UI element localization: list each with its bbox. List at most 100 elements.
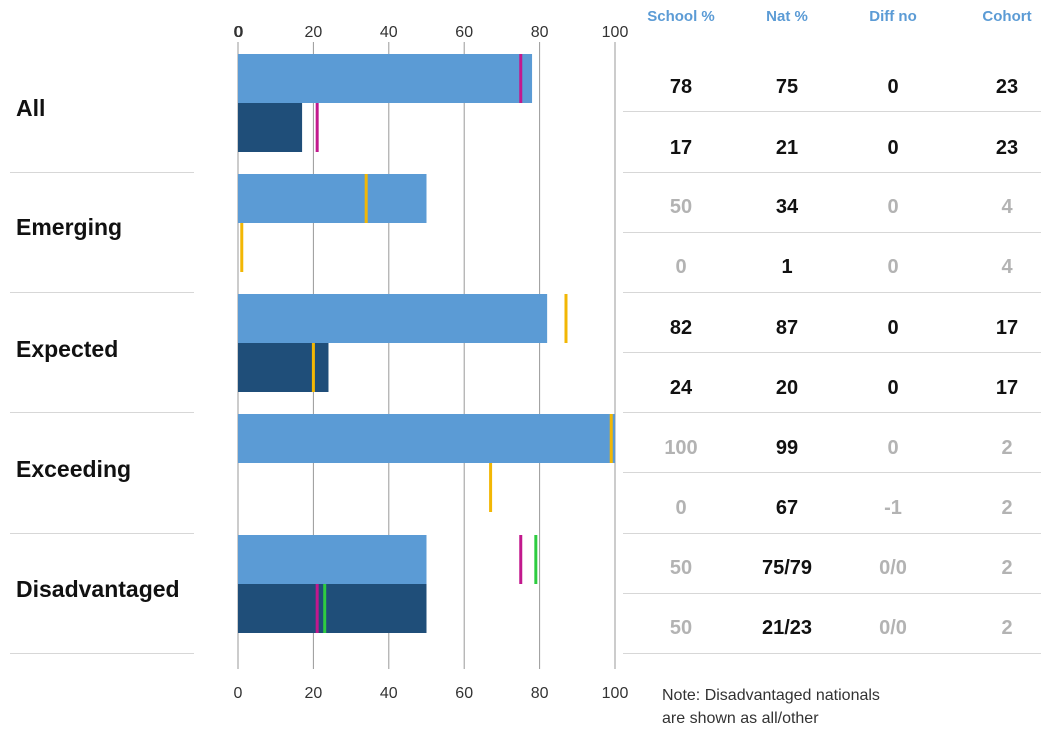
bar-school-all — [238, 294, 548, 343]
national-marker — [311, 343, 315, 392]
table-cell: 24 — [669, 377, 693, 399]
table-cell: 2 — [1001, 557, 1013, 579]
table-cell: 17 — [669, 137, 693, 159]
table-cell: 0 — [887, 317, 899, 339]
x-tick-label-bottom: 20 — [305, 685, 323, 702]
table-cell: 82 — [669, 317, 693, 339]
footnote-line-2: are shown as all/other — [662, 710, 819, 727]
bar-school-all — [238, 54, 533, 103]
table-header-cohort: Cohort — [982, 8, 1032, 25]
row-label-exceeding: Exceeding — [16, 456, 132, 482]
x-tick-label-top: 100 — [602, 24, 629, 41]
table-cell: 50 — [669, 557, 693, 579]
table-cell: 78 — [669, 76, 693, 98]
table-cell: -1 — [884, 497, 902, 519]
x-tick-label-top: 0 — [234, 24, 243, 41]
x-tick-label-top: 20 — [305, 24, 323, 41]
national-marker — [240, 223, 244, 272]
row-separator — [10, 533, 194, 534]
x-tick-label-top: 40 — [380, 24, 398, 41]
table-cell: 50 — [669, 196, 693, 218]
national-marker — [364, 174, 368, 223]
table-cell: 0/0 — [879, 617, 907, 639]
national-marker — [315, 584, 319, 633]
table-row-separator — [623, 232, 1041, 233]
table-cell: 2 — [1001, 617, 1013, 639]
table-row-separator — [623, 111, 1041, 112]
row-separator — [10, 292, 194, 293]
row-label-emerging: Emerging — [16, 214, 123, 240]
bar-school-other — [238, 343, 329, 392]
table-row-separator — [623, 352, 1041, 353]
table-row-separator — [623, 472, 1041, 473]
table-cell: 4 — [1001, 196, 1013, 218]
x-tick-label-bottom: 60 — [455, 685, 473, 702]
table-cell: 0 — [887, 137, 899, 159]
table-cell: 75/79 — [761, 557, 813, 579]
table-row-separator — [623, 533, 1041, 534]
table-row-separator — [623, 593, 1041, 594]
table-cell: 21 — [775, 137, 799, 159]
table-header-national: Nat % — [766, 8, 808, 25]
table-cell: 0 — [887, 196, 899, 218]
table-cell: 17 — [995, 377, 1019, 399]
table-row-separator — [623, 172, 1041, 173]
x-tick-label-top: 0 — [235, 24, 244, 41]
row-label-all: All — [16, 95, 46, 121]
table-cell: 0 — [887, 437, 899, 459]
row-label-expected: Expected — [16, 336, 119, 362]
table-header-school: School % — [647, 8, 715, 25]
x-tick-label-top: 80 — [531, 24, 549, 41]
bar-school-other — [238, 584, 427, 633]
national-marker — [609, 414, 613, 463]
bar-school-all — [238, 414, 615, 463]
national-marker — [534, 535, 538, 584]
table-cell: 1 — [781, 256, 793, 278]
x-tick-label-bottom: 80 — [531, 685, 549, 702]
national-marker — [564, 294, 568, 343]
national-marker — [323, 584, 327, 633]
row-separator — [10, 412, 194, 413]
table-cell: 2 — [1001, 497, 1013, 519]
table-cell: 0 — [887, 76, 899, 98]
table-cell: 75 — [775, 76, 799, 98]
bar-school-other — [238, 103, 303, 152]
table-cell: 50 — [669, 617, 693, 639]
table-cell: 87 — [775, 317, 799, 339]
table-cell: 17 — [995, 317, 1019, 339]
table-cell: 23 — [995, 137, 1019, 159]
table-cell: 21/23 — [761, 617, 813, 639]
table-cell: 23 — [995, 76, 1019, 98]
row-label-disadvantaged: Disadvantaged — [16, 576, 180, 602]
x-tick-label-top: 60 — [455, 24, 473, 41]
table-cell: 100 — [664, 437, 698, 459]
table-cell: 4 — [1001, 256, 1013, 278]
bar-school-all — [238, 535, 427, 584]
row-separator — [10, 653, 194, 654]
national-marker — [519, 54, 523, 103]
table-header-diff: Diff no — [869, 8, 917, 25]
table-cell: 67 — [775, 497, 799, 519]
table-row-separator — [623, 653, 1041, 654]
footnote-line-1: Note: Disadvantaged nationals — [662, 687, 880, 704]
footnote: Note: Disadvantaged nationals are shown … — [662, 684, 992, 730]
x-tick-label-bottom: 0 — [234, 685, 243, 702]
bar-school-all — [238, 174, 427, 223]
national-marker — [519, 535, 523, 584]
national-marker — [315, 103, 319, 152]
table-cell: 0 — [887, 377, 899, 399]
table-cell: 20 — [775, 377, 799, 399]
table-row-separator — [623, 412, 1041, 413]
table-cell: 2 — [1001, 437, 1013, 459]
table-cell: 0 — [675, 497, 687, 519]
national-marker — [489, 463, 493, 512]
row-separator — [10, 172, 194, 173]
table-cell: 0 — [887, 256, 899, 278]
table-cell: 0/0 — [879, 557, 907, 579]
table-cell: 34 — [775, 196, 799, 218]
table-cell: 99 — [775, 437, 799, 459]
x-tick-label-bottom: 100 — [602, 685, 629, 702]
table-cell: 0 — [675, 256, 687, 278]
